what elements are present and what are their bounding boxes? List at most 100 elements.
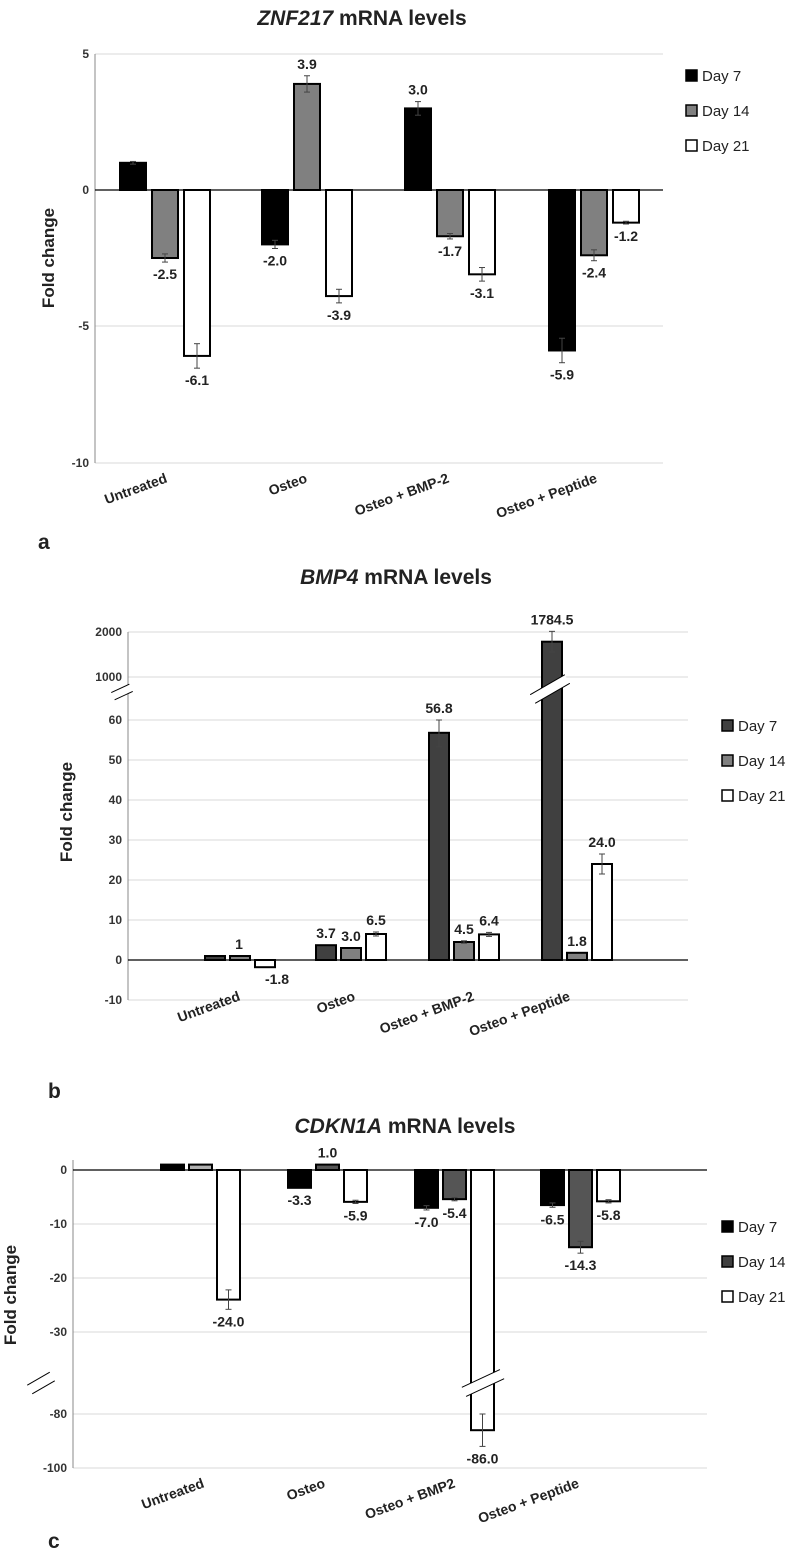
bar — [566, 951, 588, 961]
y-tick-label: -20 — [50, 1271, 68, 1285]
bar — [216, 1169, 241, 1301]
data-label: 1.0 — [318, 1145, 338, 1161]
axis-break-gap — [111, 684, 133, 700]
panel-label-b: b — [48, 1080, 61, 1103]
data-label: -1.7 — [438, 243, 462, 259]
axis-break-line — [529, 674, 566, 696]
x-tick-label: Untreated — [139, 1475, 206, 1512]
bar — [612, 189, 640, 224]
data-label: -2.4 — [582, 265, 606, 281]
y-tick-label: 50 — [109, 753, 123, 767]
legend-swatch — [721, 1290, 734, 1303]
bar — [591, 863, 613, 961]
x-tick-label: Osteo + BMP2 — [363, 1475, 457, 1522]
x-tick-label: Osteo — [266, 470, 309, 499]
bar — [188, 1163, 213, 1171]
y-tick-label: 0 — [115, 953, 122, 967]
y-tick-label: -10 — [105, 993, 123, 1007]
bar — [254, 959, 276, 969]
data-label: 56.8 — [425, 700, 452, 716]
y-tick-label: -10 — [72, 456, 90, 470]
x-tick-label: Osteo + Peptide — [494, 470, 599, 521]
axis-break-line — [31, 1380, 56, 1395]
legend-label: Day 21 — [702, 138, 750, 155]
data-label: -5.4 — [442, 1205, 466, 1221]
data-label: 6.4 — [479, 912, 499, 928]
axis-break-gap — [461, 1369, 505, 1397]
legend-swatch — [685, 69, 698, 82]
data-label: 24.0 — [588, 834, 615, 850]
axis-break-gap — [27, 1372, 55, 1394]
y-tick-label: -10 — [50, 1217, 68, 1231]
x-tick-label: Osteo + Peptide — [467, 988, 572, 1039]
legend-label: Day 21 — [738, 788, 786, 805]
bar — [119, 161, 147, 192]
legend-label: Day 14 — [702, 103, 750, 120]
chart-title-a: ZNF217 mRNA levels — [256, 7, 466, 30]
y-tick-label: 0 — [82, 183, 89, 197]
y-tick-label: 10 — [109, 913, 123, 927]
legend-swatch — [721, 754, 734, 767]
bar — [325, 189, 353, 298]
x-tick-label: Untreated — [175, 988, 242, 1025]
data-label: -7.0 — [414, 1214, 438, 1230]
bar — [596, 1169, 621, 1203]
panel-c: CDKN1A mRNA levels Fold change c 0 -10 -20… — [1, 1115, 786, 1552]
data-label: -3.9 — [327, 307, 351, 323]
data-label: -3.3 — [287, 1192, 311, 1208]
axis-break-line — [114, 690, 133, 701]
y-tick-label: 40 — [109, 793, 123, 807]
bar — [468, 189, 496, 276]
bar — [315, 1163, 340, 1171]
x-tick-label: Osteo — [284, 1475, 327, 1504]
data-label: 6.5 — [366, 912, 386, 928]
bar — [442, 1169, 467, 1201]
axis-break-line — [534, 682, 571, 704]
x-tick-label: Untreated — [102, 470, 169, 507]
data-label: -6.1 — [185, 372, 209, 388]
legend-swatch — [721, 1220, 734, 1233]
bar — [453, 941, 475, 961]
data-label: 1 — [235, 936, 243, 952]
bar — [343, 1169, 368, 1203]
data-label: -2.0 — [263, 252, 287, 268]
y-tick-label: 0 — [60, 1163, 67, 1177]
bar — [436, 189, 464, 238]
y-tick-label: -100 — [43, 1461, 67, 1475]
bar — [340, 947, 362, 961]
legend-label: Day 14 — [738, 753, 786, 770]
data-label: -24.0 — [213, 1313, 245, 1329]
x-tick-label: Osteo + Peptide — [476, 1475, 581, 1526]
data-label: -5.9 — [550, 367, 574, 383]
bar — [428, 731, 450, 961]
bar — [478, 933, 500, 962]
panel-b: BMP4 mRNA levels Fold change b 2000 1000 6… — [48, 566, 786, 1103]
data-label: -86.0 — [467, 1450, 499, 1466]
data-label: -3.1 — [470, 285, 494, 301]
panel-a: ZNF217 mRNA levels Fold change a 5 0 -5 -10… — [38, 7, 750, 554]
legend-swatch — [721, 789, 734, 802]
bar — [580, 189, 608, 257]
y-tick-label: -80 — [50, 1407, 68, 1421]
y-tick-label: 20 — [109, 873, 123, 887]
x-tick-label: Osteo + BMP-2 — [352, 470, 451, 519]
legend-label: Day 7 — [702, 68, 741, 85]
legend-swatch — [685, 139, 698, 152]
bar — [151, 189, 179, 259]
panel-label-a: a — [38, 531, 50, 554]
y-tick-label: -5 — [78, 319, 89, 333]
y-tick-label: 5 — [82, 47, 89, 61]
y-tick-label: 60 — [109, 713, 123, 727]
data-label: 3.9 — [297, 56, 317, 72]
bar — [293, 82, 321, 191]
legend-swatch — [685, 104, 698, 117]
bar — [261, 189, 289, 246]
x-tick-label: Osteo — [314, 988, 357, 1017]
data-label: 3.7 — [316, 925, 336, 941]
data-label: -5.8 — [596, 1207, 620, 1223]
x-tick-label: Osteo + BMP-2 — [377, 988, 476, 1037]
y-axis-label-b: Fold change — [57, 762, 76, 862]
bar — [315, 944, 337, 962]
chart-title-c: CDKN1A mRNA levels — [295, 1115, 516, 1138]
